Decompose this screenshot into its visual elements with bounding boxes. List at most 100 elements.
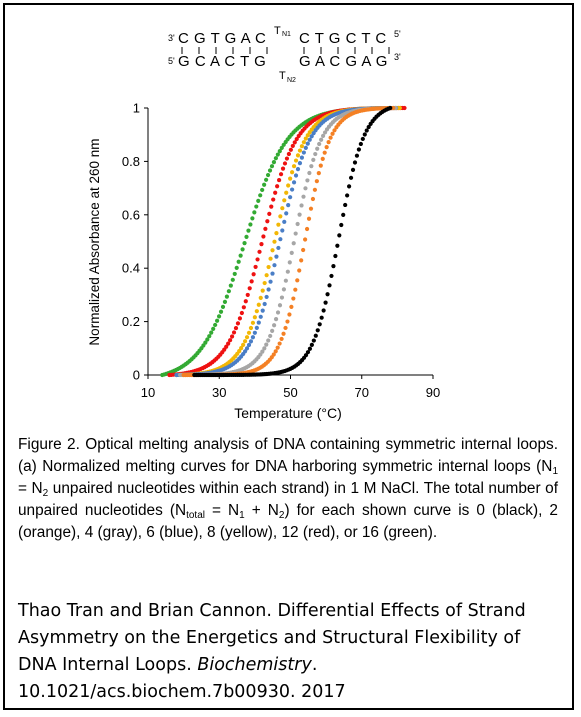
data-point-black [331,264,336,269]
data-point-red [290,143,295,149]
data-point-black [352,160,358,165]
data-point-green [234,265,239,270]
data-point-red [265,219,270,224]
data-point-green [242,241,247,246]
data-point-red [229,334,235,339]
x-tick-label: 70 [355,385,369,400]
figure-frame [3,3,574,710]
caption-sub-4: 1 [239,510,245,521]
y-axis-label: Normalized Absorbance at 260 nm [87,138,102,345]
data-point-gray [305,178,310,183]
data-point-yellow [272,239,277,244]
data-point-gray [313,151,318,157]
data-point-gray [285,269,290,274]
data-point-orange [310,196,316,202]
x-tick-label: 10 [141,385,155,400]
data-point-green [232,271,237,277]
data-point-red [275,184,280,189]
data-point-yellow [291,164,297,169]
data-point-orange [322,150,327,155]
data-point-yellow [297,148,303,153]
caption-text-3: unpaired nucleotides within each strand)… [18,480,558,519]
data-point-yellow [270,248,275,253]
top-loop: T [274,25,281,37]
caption-text-1: Figure 2. Optical melting analysis of DN… [18,436,558,475]
data-point-green [246,228,251,233]
data-point-green [269,164,275,169]
data-point-black [356,147,361,152]
data-point-yellow [301,140,306,145]
data-point-gray [273,317,279,322]
data-point-blue [295,167,301,172]
sequence-diagram: 3' C G T G A C T N1 C T G C T C 5' 5' G … [168,25,401,84]
data-point-orange [308,206,314,211]
bottom-loop: T [279,70,286,82]
data-point-black [327,283,332,288]
data-point-green [260,187,265,193]
data-point-red [271,197,276,202]
data-point-red [286,151,291,157]
data-point-green [218,309,224,314]
bottom-5-prime: 5' [168,56,175,66]
chart: 0 0.2 0.4 0.6 0.8 1 10 30 50 70 90 Temperature (°C… [87,101,440,422]
data-point-red [233,325,239,331]
data-point-orange [303,237,308,242]
data-point-blue [248,339,254,344]
data-point-gray [319,137,324,142]
data-point-red [255,257,260,262]
data-point-green [207,334,212,339]
data-point-black [362,132,367,137]
data-point-orange [291,296,296,301]
data-point-red [243,299,248,304]
data-point-green [220,304,226,309]
data-point-black [388,105,393,111]
data-point-red [224,344,229,349]
data-point-red [284,156,290,161]
data-point-green [264,177,269,182]
data-point-red [261,234,266,239]
chart-tick-labels: 0 0.2 0.4 0.6 0.8 1 10 30 50 70 90 [122,101,440,401]
data-point-gray [268,333,273,339]
data-point-blue [258,314,263,319]
top-5-prime: 3' [168,33,175,43]
data-point-yellow [303,136,308,141]
data-point-orange [304,226,310,232]
data-point-black [339,222,344,228]
data-point-gray [281,287,287,292]
data-point-blue [252,330,257,335]
data-point-green [244,234,249,239]
data-point-green [209,330,214,335]
data-point-yellow [237,349,242,354]
data-point-orange [326,140,331,145]
data-point-red [292,140,297,145]
data-point-yellow [305,133,310,138]
data-point-orange [295,278,300,283]
data-point-black [303,353,309,358]
data-point-yellow [295,153,301,158]
bottom-right-sequence: G A C G A G [299,53,388,70]
data-point-gray [311,157,316,162]
data-point-gray [295,221,300,227]
data-point-red [247,286,252,291]
data-point-black [348,175,354,180]
series-red [167,105,407,378]
data-point-gray [291,241,296,246]
data-point-blue [284,211,289,216]
data-point-gray [262,346,267,351]
data-point-gray [307,170,312,176]
data-point-green [271,159,277,165]
data-point-green [250,216,255,221]
data-point-blue [250,335,256,340]
data-point-red [237,316,243,321]
x-tick-label: 30 [212,385,226,400]
data-point-black [319,315,324,320]
data-point-green [262,182,267,187]
data-point-black [329,273,334,279]
data-point-gray [293,231,298,236]
series-black [192,105,393,378]
data-point-blue [242,349,248,354]
data-point-green [265,172,271,178]
data-point-red [226,341,231,346]
data-point-black [347,184,352,189]
caption-text-6: ) for each shown curve is 0 (black), 2 (… [18,502,558,541]
